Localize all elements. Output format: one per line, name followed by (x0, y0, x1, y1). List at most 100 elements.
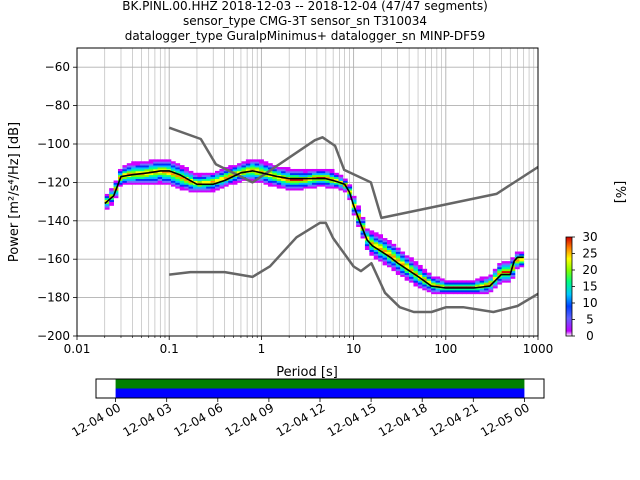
density-cell (201, 188, 207, 191)
density-cell (281, 174, 286, 178)
density-cell (259, 168, 264, 172)
density-cell (378, 259, 383, 262)
density-cell (113, 180, 119, 183)
density-cell (131, 178, 137, 181)
density-cell (215, 180, 220, 183)
density-cell (148, 172, 154, 176)
density-cell (157, 178, 163, 181)
density-cell (228, 182, 234, 185)
density-cell (144, 178, 150, 181)
x-tick-label: 10 (346, 342, 361, 356)
density-cell (426, 282, 432, 285)
density-cell (170, 172, 176, 176)
density-cell (285, 186, 291, 189)
density-cell (285, 180, 291, 183)
density-cell (369, 241, 375, 245)
density-cell (263, 168, 269, 172)
density-cell (329, 172, 335, 176)
density-cell (431, 289, 436, 293)
density-cell (170, 174, 176, 178)
density-cell (475, 282, 481, 285)
timeline-tick-label: 12-04 00 (69, 400, 123, 439)
high-noise-model-line (168, 126, 538, 220)
density-cell (140, 178, 145, 181)
density-cell (439, 280, 445, 283)
density-cell (179, 165, 185, 168)
density-cell (215, 170, 220, 174)
density-cell (492, 270, 498, 274)
x-axis-ticks: 0.01 0.1 1 10 100 1000 (64, 336, 553, 356)
density-cell (263, 180, 269, 183)
density-cell (470, 289, 476, 293)
density-cell (166, 176, 172, 179)
density-cell (272, 184, 278, 187)
density-cell (179, 168, 185, 172)
density-cell (250, 176, 256, 179)
density-cell (391, 243, 397, 247)
density-cell (360, 220, 366, 224)
density-cell (404, 263, 410, 266)
density-cell (387, 251, 392, 254)
density-cell (223, 180, 229, 183)
density-cell (267, 182, 273, 185)
density-cell (417, 284, 423, 287)
density-cell (276, 186, 282, 189)
density-cell (409, 266, 414, 270)
low-noise-model-line (169, 221, 538, 314)
density-cell (140, 182, 145, 185)
density-cell (492, 272, 498, 275)
density-cell (281, 180, 286, 183)
density-cell (267, 167, 273, 170)
density-cell (506, 278, 511, 281)
density-cell (232, 180, 238, 183)
density-cell (373, 232, 379, 235)
density-cell (157, 163, 163, 166)
density-cell (329, 168, 335, 172)
density-cell (206, 174, 211, 178)
density-cell (263, 174, 269, 178)
density-cell (325, 176, 331, 179)
density-cell (369, 249, 375, 252)
density-cell (148, 167, 154, 170)
density-cell (369, 240, 375, 243)
density-cell (426, 286, 432, 289)
density-cell (417, 266, 423, 270)
density-cell (387, 247, 392, 250)
density-cell (356, 207, 361, 210)
density-cell (192, 188, 198, 191)
density-cell (162, 163, 167, 166)
density-cell (298, 170, 304, 174)
density-cell (448, 280, 454, 283)
density-cell (488, 278, 494, 281)
density-cell (109, 192, 114, 195)
density-cell (439, 291, 445, 295)
density-cell (188, 172, 194, 176)
density-cell (148, 182, 154, 185)
density-cell (461, 291, 467, 295)
density-cell (307, 180, 313, 183)
density-cell (506, 274, 511, 277)
density-cell (364, 236, 370, 239)
density-cell (510, 261, 516, 264)
density-cell (192, 184, 198, 187)
density-cell (245, 165, 251, 168)
timeline-tick-label: 12-04 12 (274, 400, 328, 439)
density-cell (140, 161, 145, 164)
density-cell (409, 276, 414, 279)
density-cell (219, 170, 225, 174)
density-cell (342, 186, 348, 189)
density-cell (197, 180, 203, 183)
density-cell (334, 172, 339, 176)
mode-curve-layer (104, 170, 524, 289)
density-cell (506, 266, 511, 270)
density-cell (303, 168, 309, 172)
density-cell (312, 180, 317, 183)
density-cell (356, 220, 361, 224)
density-cell (148, 163, 154, 166)
density-cell (113, 195, 119, 199)
density-cell (320, 182, 326, 185)
timeline-tick-label: 12-04 21 (427, 400, 481, 439)
density-cell (400, 274, 406, 277)
density-cell (519, 257, 525, 260)
